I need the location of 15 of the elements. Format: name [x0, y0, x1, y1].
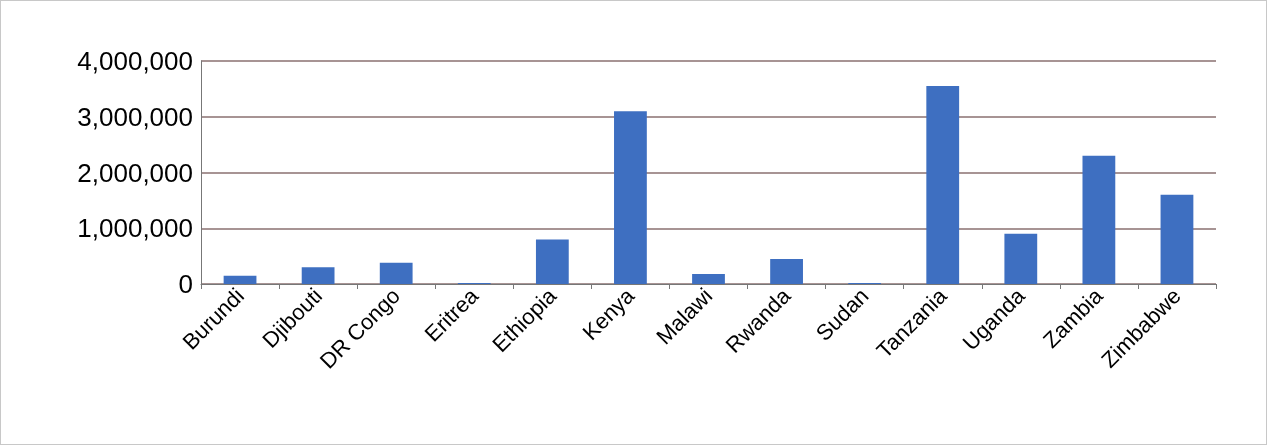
bar: [223, 275, 257, 284]
bar: [926, 86, 960, 284]
y-tick-label: 4,000,000: [77, 46, 193, 76]
bar: [1082, 155, 1116, 284]
bar: [614, 111, 647, 284]
bar: [692, 273, 725, 284]
y-tick-label: 2,000,000: [77, 157, 193, 188]
y-tick-label: 1,000,000: [77, 213, 193, 244]
bar: [379, 262, 413, 284]
bar: [301, 267, 335, 284]
bar: [770, 258, 803, 284]
bar: [1004, 233, 1038, 284]
bar: [535, 239, 569, 284]
bar: [1160, 194, 1194, 284]
y-tick-label: 3,000,000: [77, 101, 193, 132]
